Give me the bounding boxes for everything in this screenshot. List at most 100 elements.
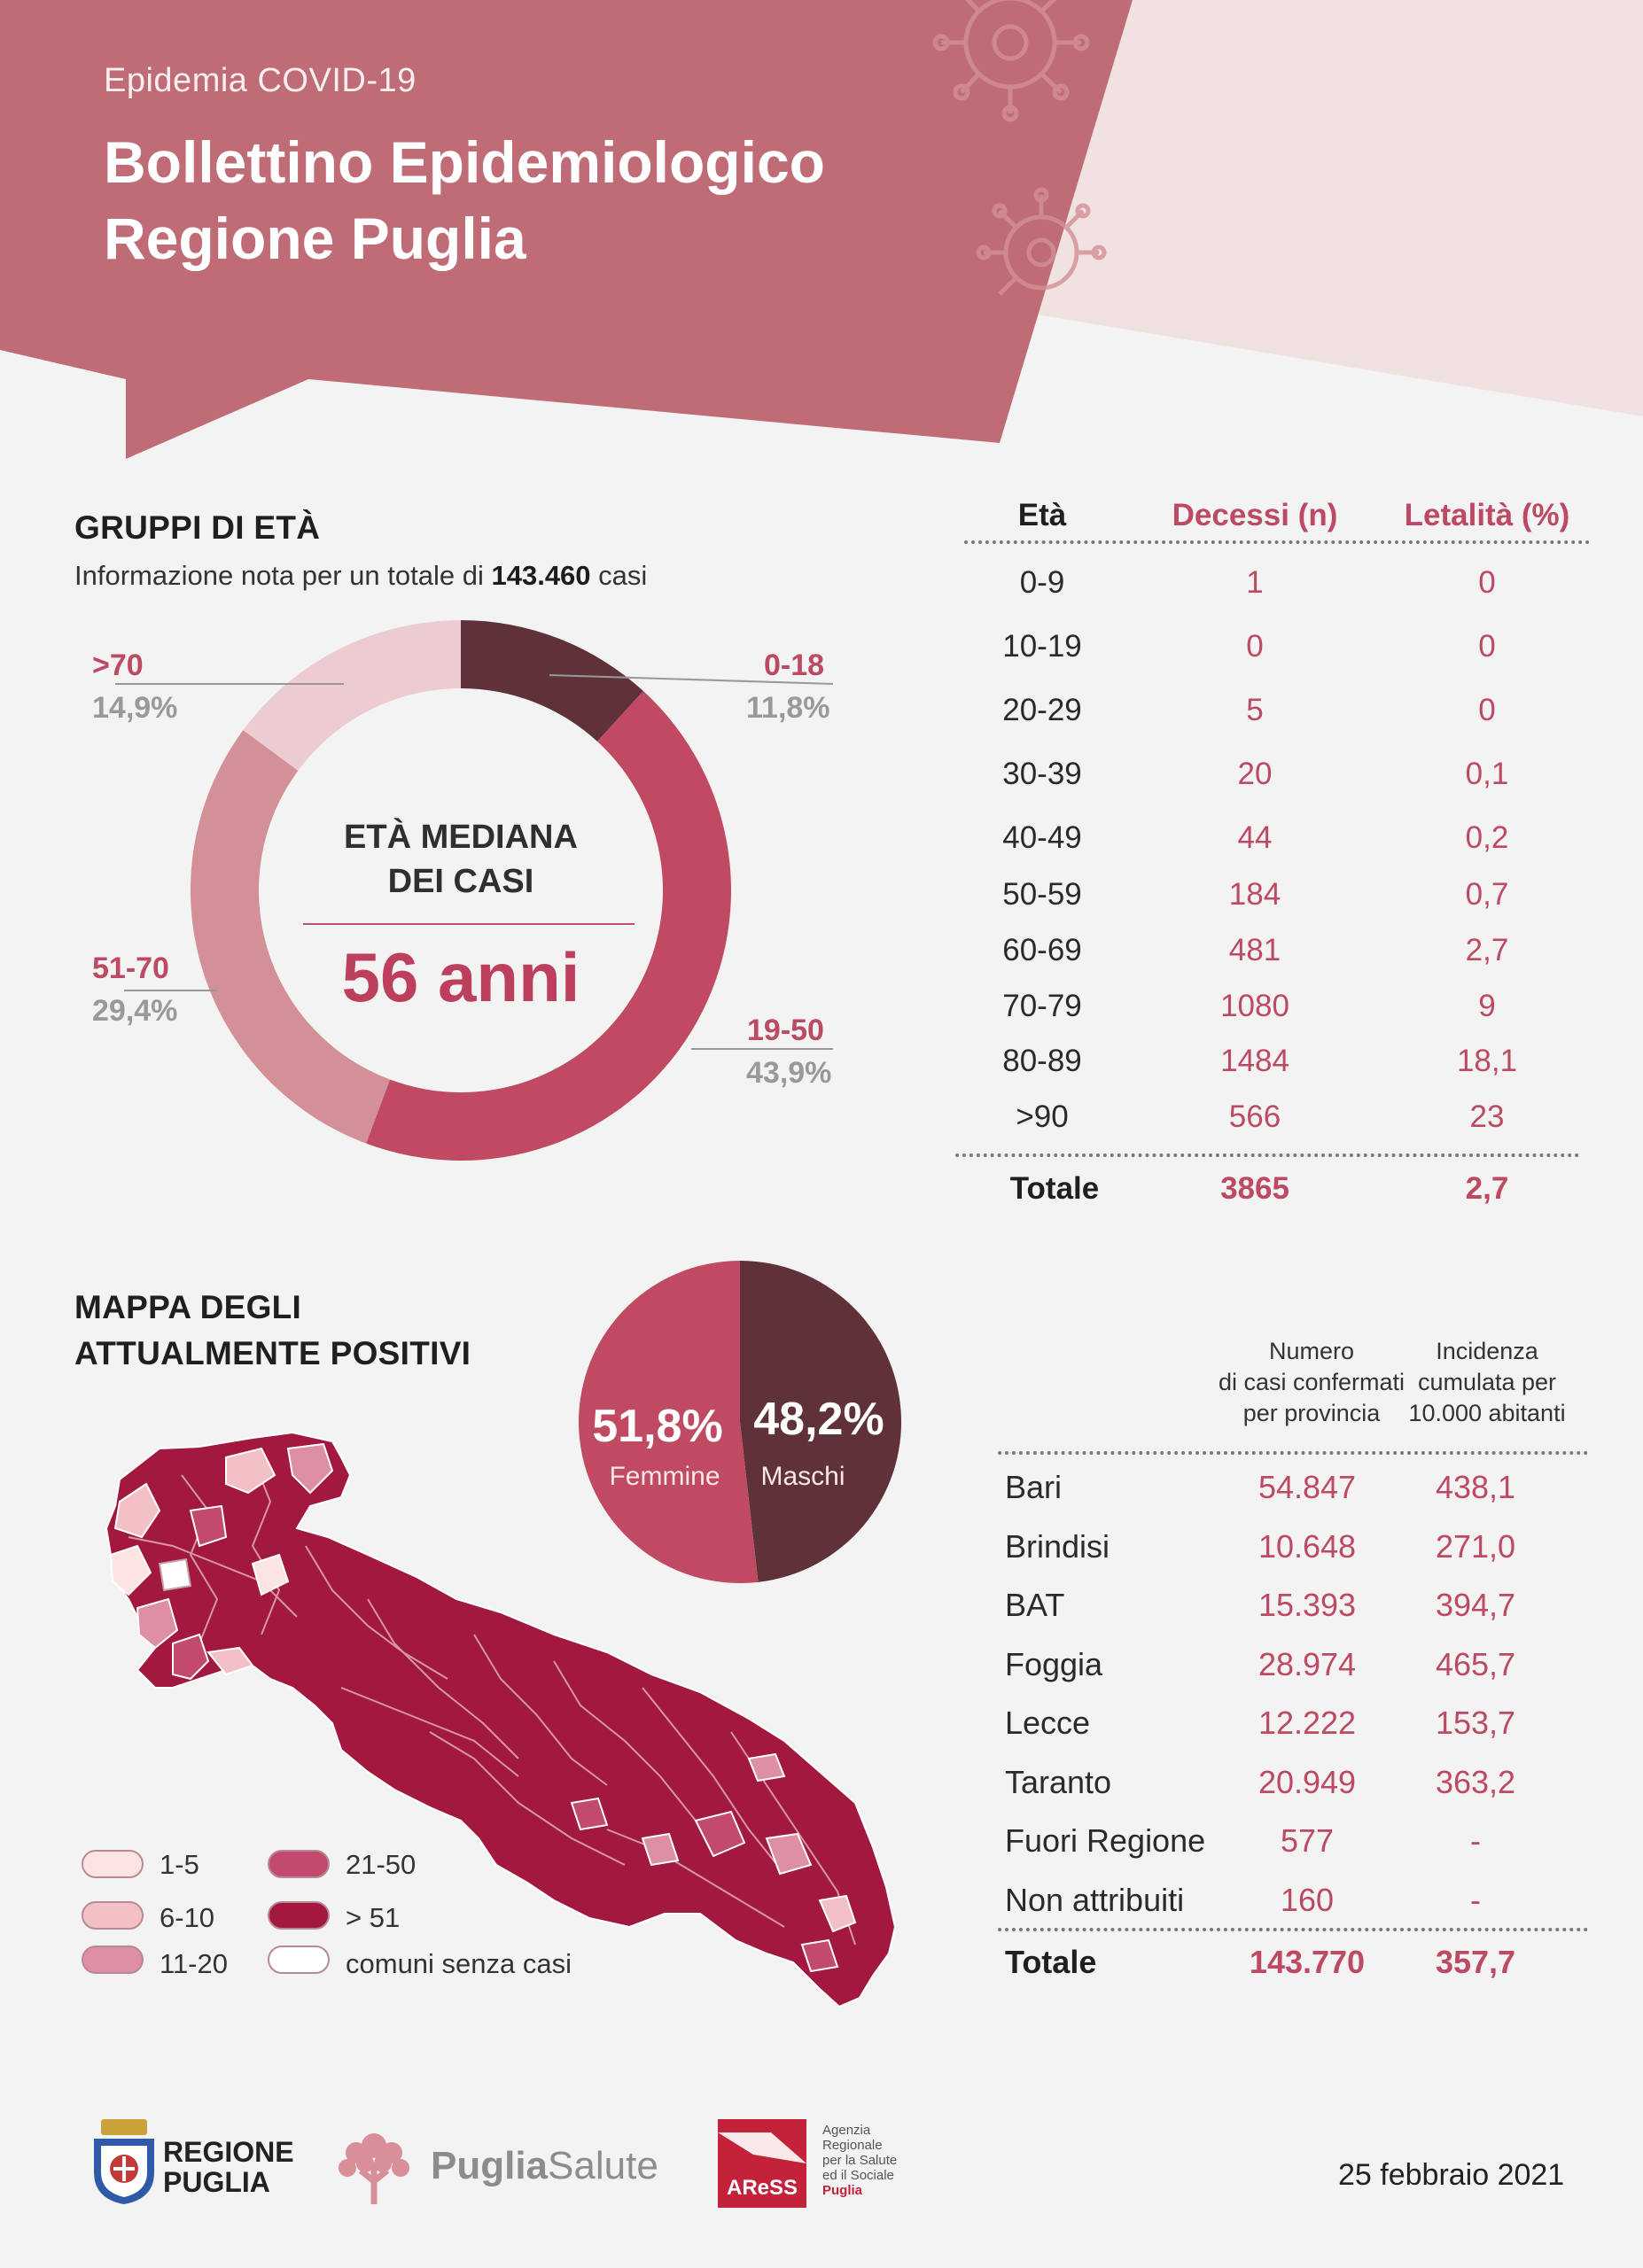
sex-pie-chart xyxy=(579,1261,901,1583)
slice-label-over-70: >70 xyxy=(92,649,144,682)
male-pct: 48,2% xyxy=(753,1394,884,1445)
slice-pct-0-18: 11,8% xyxy=(746,691,830,725)
province-row-name: Brindisi xyxy=(1005,1528,1110,1565)
deaths-row-rate: 0,7 xyxy=(1465,877,1509,912)
deaths-row-count: 5 xyxy=(1246,693,1264,727)
age-groups-title: GRUPPI DI ETÀ xyxy=(74,509,321,546)
province-row-incidence: 465,7 xyxy=(1435,1646,1516,1682)
slice-pct-over-70: 14,9% xyxy=(92,691,178,725)
aress-text-1: Agenzia xyxy=(822,2123,871,2138)
deaths-total-divider xyxy=(955,1153,1579,1157)
title-line-1: Bollettino Epidemiologico xyxy=(104,129,825,195)
deaths-row-eta: 50-59 xyxy=(1002,877,1082,912)
map-region-shape xyxy=(105,1431,897,2008)
aress-logo-box: AReSS xyxy=(718,2119,806,2208)
legend-label-11-20: 11-20 xyxy=(160,1948,228,1979)
virus-icon xyxy=(976,187,1107,296)
province-total-divider xyxy=(998,1928,1588,1931)
pie-slice-male xyxy=(740,1261,901,1582)
deaths-header-letalita: Letalità (%) xyxy=(1404,498,1570,532)
province-row-name: Fuori Regione xyxy=(1005,1822,1206,1859)
legend-swatch-over-51 xyxy=(268,1901,330,1930)
title-line-2: Regione Puglia xyxy=(104,206,526,271)
province-row-name: Lecce xyxy=(1005,1705,1091,1741)
map-title-line-2: ATTUALMENTE POSITIVI xyxy=(74,1335,471,1371)
province-row-incidence: 363,2 xyxy=(1435,1764,1516,1800)
province-header-cases-line-3: per provincia xyxy=(1242,1400,1381,1426)
header-banner xyxy=(0,0,1643,459)
deaths-row-count: 44 xyxy=(1237,820,1273,855)
deaths-row-rate: 0 xyxy=(1478,629,1496,664)
map-title: MAPPA DEGLI ATTUALMENTE POSITIVI xyxy=(74,1285,471,1377)
province-total-incidence: 357,7 xyxy=(1435,1944,1516,1980)
puglia-salute-tree-icon xyxy=(339,2133,409,2204)
province-row-cases: 12.222 xyxy=(1258,1705,1357,1741)
map-title-line-1: MAPPA DEGLI xyxy=(74,1289,302,1325)
legend-swatch-6-10 xyxy=(82,1901,144,1930)
deaths-row-rate: 0 xyxy=(1478,565,1496,600)
province-row-incidence: 394,7 xyxy=(1435,1587,1516,1623)
slice-19-50 xyxy=(366,691,732,1161)
province-row-cases: 28.974 xyxy=(1258,1646,1357,1682)
page-title: Bollettino Epidemiologico Regione Puglia xyxy=(104,124,825,276)
slice-pct-19-50: 43,9% xyxy=(746,1056,832,1090)
province-row-cases: 160 xyxy=(1280,1882,1335,1918)
province-row-name: Non attribuiti xyxy=(1005,1882,1185,1918)
pie-slice-female xyxy=(579,1261,759,1583)
deaths-row-eta: 70-79 xyxy=(1002,989,1082,1023)
deaths-row-eta: 40-49 xyxy=(1002,820,1082,855)
slice-label-19-50: 19-50 xyxy=(747,1014,824,1047)
deaths-row-count: 20 xyxy=(1237,757,1273,791)
province-header-incidence-line-1: Incidenza xyxy=(1436,1338,1538,1364)
slice-0-18 xyxy=(461,620,643,742)
province-header-incidence-line-2: cumulata per xyxy=(1417,1369,1557,1395)
legend-label-no-cases: comuni senza casi xyxy=(346,1948,572,1979)
age-donut-chart xyxy=(115,620,834,1161)
regione-puglia-crest-icon xyxy=(94,2119,154,2204)
deaths-header-eta: Età xyxy=(1017,498,1067,532)
deaths-row-eta: 20-29 xyxy=(1002,693,1082,727)
age-note-total: 143.460 xyxy=(491,560,591,591)
aress-text-4: ed il Sociale xyxy=(822,2168,894,2183)
puglia-salute-logo: PugliaSalute xyxy=(431,2144,658,2188)
female-pct: 51,8% xyxy=(592,1401,723,1452)
median-value: 56 anni xyxy=(341,938,580,1016)
province-row-name: Bari xyxy=(1005,1469,1063,1505)
deaths-row-count: 1 xyxy=(1246,565,1264,600)
legend-label-over-51: > 51 xyxy=(346,1902,401,1933)
age-note-suffix: casi xyxy=(598,560,648,591)
legend-swatch-no-cases xyxy=(268,1946,330,1974)
province-header-cases-line-2: di casi confermati xyxy=(1218,1369,1406,1395)
province-row-name: BAT xyxy=(1005,1587,1065,1623)
province-row-name: Taranto xyxy=(1005,1764,1112,1800)
puglia-map xyxy=(105,1431,897,2008)
map-low-case-areas xyxy=(109,1442,857,1973)
province-header-divider xyxy=(998,1451,1588,1455)
age-note-prefix: Informazione nota per un totale di xyxy=(74,560,484,591)
deaths-row-eta: 30-39 xyxy=(1002,757,1082,791)
province-header-incidence: Incidenza cumulata per 10.000 abitanti xyxy=(1390,1336,1585,1429)
virus-icon xyxy=(932,0,1090,122)
deaths-row-rate: 0 xyxy=(1478,693,1496,727)
province-row-incidence: 271,0 xyxy=(1435,1528,1516,1565)
deaths-row-count: 481 xyxy=(1228,933,1281,967)
female-label: Femmine xyxy=(609,1462,720,1491)
median-divider xyxy=(303,923,635,925)
median-label-line-1: ETÀ MEDIANA xyxy=(344,819,578,856)
regione-line-2: PUGLIA xyxy=(163,2166,270,2198)
regione-line-1: REGIONE xyxy=(163,2136,294,2168)
deaths-row-eta: 80-89 xyxy=(1002,1044,1082,1078)
legend-label-21-50: 21-50 xyxy=(346,1849,417,1880)
deaths-row-eta: 60-69 xyxy=(1002,933,1082,967)
deaths-row-count: 0 xyxy=(1246,629,1264,664)
deaths-total-label: Totale xyxy=(1009,1171,1100,1206)
province-row-incidence: 153,7 xyxy=(1435,1705,1516,1741)
header-kicker: Epidemia COVID-19 xyxy=(104,62,417,99)
slice-51-70 xyxy=(190,730,391,1144)
legend-label-1-5: 1-5 xyxy=(160,1849,199,1880)
puglia-salute-b: Salute xyxy=(548,2144,658,2187)
deaths-total-count: 3865 xyxy=(1220,1171,1289,1206)
deaths-total-rate: 2,7 xyxy=(1465,1171,1509,1206)
legend-swatch-21-50 xyxy=(268,1850,330,1878)
deaths-row-rate: 2,7 xyxy=(1465,933,1509,967)
